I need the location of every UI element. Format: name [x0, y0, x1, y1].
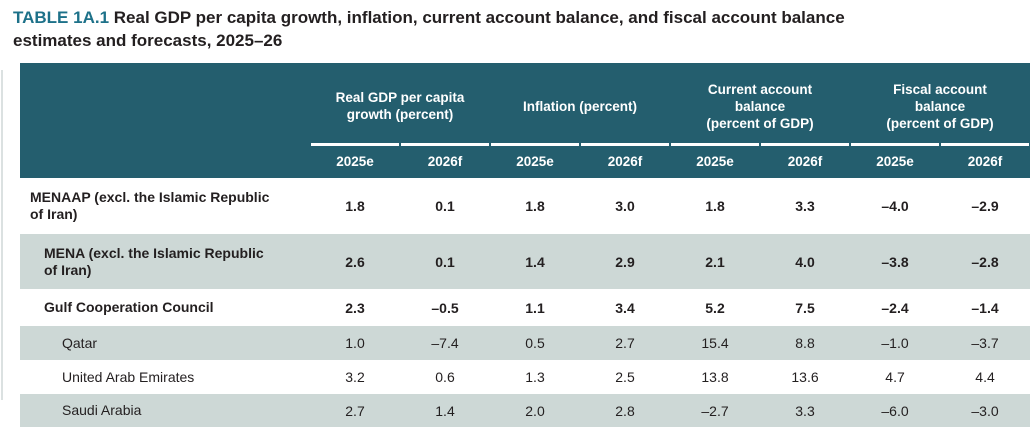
header-underline	[941, 143, 1030, 146]
row-label: United Arab Emirates	[20, 360, 310, 394]
value-cell: –1.4	[940, 289, 1030, 326]
group-header-label: Real GDP per capita growth (percent)	[335, 90, 465, 122]
group-header-label: Inflation (percent)	[523, 98, 637, 114]
value-cell: 8.8	[760, 326, 851, 360]
header-underline	[401, 143, 489, 146]
table-row-menaap: MENAAP (excl. the Islamic Republic of Ir…	[20, 178, 1030, 234]
table-row-qatar: Qatar 1.0 –7.4 0.5 2.7 15.4 8.8 –1.0 –3.…	[20, 326, 1030, 360]
value-cell: –2.9	[940, 178, 1030, 234]
group-header-fiscal-account: Fiscal account balance (percent of GDP)	[850, 63, 1030, 143]
value-cell: 13.8	[670, 360, 760, 394]
corner-cell	[20, 63, 310, 178]
table-row-uae: United Arab Emirates 3.2 0.6 1.3 2.5 13.…	[20, 360, 1030, 394]
value-cell: –3.8	[850, 234, 941, 289]
row-label: MENA (excl. the Islamic Republic of Iran…	[20, 234, 310, 289]
value-cell: 1.0	[310, 326, 400, 360]
table-header: Real GDP per capita growth (percent) Inf…	[20, 63, 1030, 178]
value-cell: 0.1	[400, 234, 490, 289]
group-header-label: Fiscal account balance (percent of GDP)	[886, 81, 994, 131]
data-table-container: Real GDP per capita growth (percent) Inf…	[20, 63, 1030, 427]
row-label: Gulf Cooperation Council	[20, 289, 310, 326]
value-cell: 13.6	[760, 360, 851, 394]
value-cell: 4.4	[940, 360, 1030, 394]
subheader-cell: 2026f	[940, 143, 1030, 178]
value-cell: 2.6	[310, 234, 400, 289]
table-title: TABLE 1A.1 Real GDP per capita growth, i…	[0, 0, 1030, 52]
value-cell: 7.5	[760, 289, 851, 326]
table-number-tag: TABLE 1A.1	[13, 8, 110, 27]
value-cell: –2.4	[850, 289, 941, 326]
value-cell: 2.7	[580, 326, 670, 360]
group-header-gdp: Real GDP per capita growth (percent)	[310, 63, 490, 143]
value-cell: 1.8	[310, 178, 400, 234]
value-cell: 2.5	[580, 360, 670, 394]
data-table: Real GDP per capita growth (percent) Inf…	[20, 63, 1030, 427]
value-cell: 3.3	[760, 178, 851, 234]
value-cell: –3.7	[940, 326, 1030, 360]
header-underline	[581, 143, 669, 146]
subheader-cell: 2025e	[490, 143, 580, 178]
value-cell: 2.1	[670, 234, 760, 289]
group-header-inflation: Inflation (percent)	[490, 63, 670, 143]
value-cell: 3.2	[310, 360, 400, 394]
row-label: Qatar	[20, 326, 310, 360]
subheader-cell: 2026f	[580, 143, 670, 178]
value-cell: 0.5	[490, 326, 580, 360]
header-underline	[671, 143, 759, 146]
header-underline	[761, 143, 850, 146]
value-cell: 4.7	[850, 360, 941, 394]
table-title-text: Real GDP per capita growth, inflation, c…	[13, 8, 845, 50]
value-cell: 3.4	[580, 289, 670, 326]
header-underline	[851, 143, 940, 146]
value-cell: 1.8	[670, 178, 760, 234]
subheader-cell: 2025e	[850, 143, 941, 178]
value-cell: –7.4	[400, 326, 490, 360]
value-cell: 2.9	[580, 234, 670, 289]
header-underline	[311, 143, 399, 146]
value-cell: –0.5	[400, 289, 490, 326]
row-label: MENAAP (excl. the Islamic Republic of Ir…	[20, 178, 310, 234]
value-cell: 2.3	[310, 289, 400, 326]
value-cell: 0.1	[400, 178, 490, 234]
subheader-cell: 2025e	[310, 143, 400, 178]
value-cell: 1.3	[490, 360, 580, 394]
group-header-label: Current account balance (percent of GDP)	[706, 81, 814, 131]
subheader-cell: 2026f	[760, 143, 851, 178]
value-cell: –1.0	[850, 326, 941, 360]
subheader-cell: 2026f	[400, 143, 490, 178]
value-cell: 5.2	[670, 289, 760, 326]
value-cell: 15.4	[670, 326, 760, 360]
table-row-gcc: Gulf Cooperation Council 2.3 –0.5 1.1 3.…	[20, 289, 1030, 326]
table-body: MENAAP (excl. the Islamic Republic of Ir…	[20, 178, 1030, 427]
subheader-cell: 2025e	[670, 143, 760, 178]
value-cell: 1.4	[490, 234, 580, 289]
value-cell: –2.8	[940, 234, 1030, 289]
sub-header-row: 2025e 2026f 2025e 2026f 2025e 2026f 2025…	[20, 143, 1030, 178]
value-cell: 0.6	[400, 360, 490, 394]
value-cell: –4.0	[850, 178, 941, 234]
header-underline	[491, 143, 579, 146]
value-cell: 1.8	[490, 178, 580, 234]
group-header-row: Real GDP per capita growth (percent) Inf…	[20, 63, 1030, 178]
page-edge-line	[1, 70, 3, 400]
table-row-mena: MENA (excl. the Islamic Republic of Iran…	[20, 234, 1030, 289]
group-header-current-account: Current account balance (percent of GDP)	[670, 63, 851, 143]
value-cell: 1.1	[490, 289, 580, 326]
value-cell: 4.0	[760, 234, 851, 289]
value-cell: 3.0	[580, 178, 670, 234]
